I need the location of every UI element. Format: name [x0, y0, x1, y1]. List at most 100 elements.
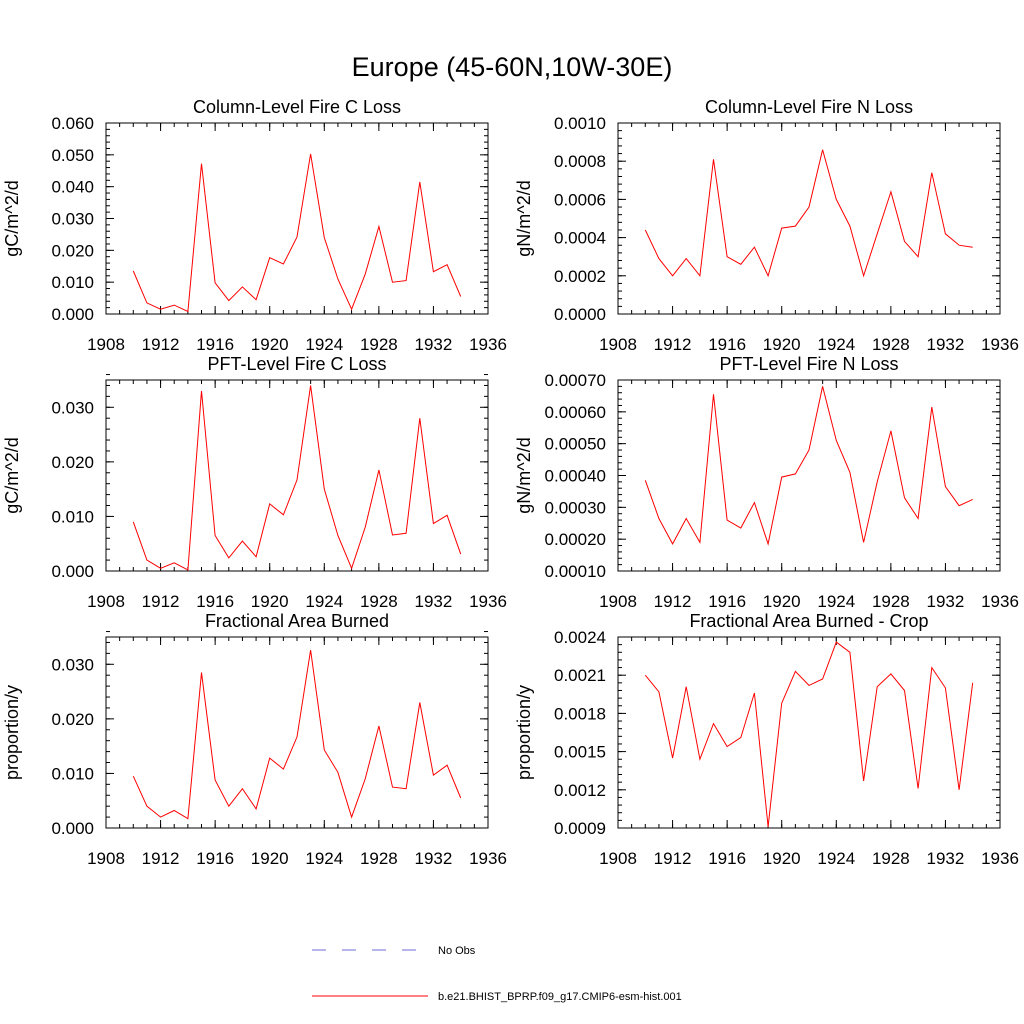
x-tick-label: 1916 [708, 592, 746, 611]
x-tick-label: 1920 [251, 335, 289, 354]
x-tick-label: 1916 [196, 849, 234, 868]
y-tick-label: 0.0009 [554, 819, 606, 838]
panel-title: PFT-Level Fire C Loss [207, 354, 386, 374]
chart-panel-5: Fractional Area Burned proportion/y 1908 19… [2, 611, 507, 868]
series-line [644, 386, 973, 546]
plot-frame [617, 122, 1001, 315]
y-axis-label: proportion/y [2, 685, 22, 780]
y-tick-label: 0.030 [51, 398, 94, 417]
x-tick-label: 1932 [415, 335, 453, 354]
y-tick-label: 0.010 [51, 507, 94, 526]
x-tick-label: 1912 [142, 335, 180, 354]
y-tick-label: 0.0015 [554, 743, 606, 762]
x-tick-label: 1924 [305, 592, 343, 611]
x-tick-label: 1920 [251, 849, 289, 868]
x-tick-label: 1912 [142, 592, 180, 611]
y-tick-label: 0.000 [51, 305, 94, 324]
chart-panel-3: PFT-Level Fire C Loss gC/m^2/d 1908 1912 191… [2, 354, 507, 611]
x-tick-label: 1908 [87, 592, 125, 611]
x-tick-label: 1924 [305, 335, 343, 354]
y-tick-label: 0.000 [51, 562, 94, 581]
legend-item-2: b.e21.BHIST_BPRP.f09_g17.CMIP6-esm-hist.… [312, 991, 682, 1003]
y-tick-label: 0.0012 [554, 781, 606, 800]
x-tick-label: 1924 [817, 849, 855, 868]
y-tick-label: 0.010 [51, 764, 94, 783]
x-tick-label: 1928 [872, 335, 910, 354]
series-line [132, 153, 462, 313]
x-tick-label: 1928 [360, 592, 398, 611]
plot-frame [105, 379, 489, 572]
y-tick-label: 0.00010 [545, 562, 606, 581]
x-tick-label: 1920 [763, 849, 801, 868]
x-tick-label: 1928 [872, 592, 910, 611]
panel-title: Fractional Area Burned [205, 611, 389, 631]
y-tick-label: 0.0004 [554, 229, 606, 248]
x-tick-label: 1932 [927, 849, 965, 868]
y-tick-label: 0.020 [51, 241, 94, 260]
y-tick-label: 0.0024 [554, 628, 606, 647]
x-tick-label: 1924 [305, 849, 343, 868]
x-tick-label: 1916 [708, 849, 746, 868]
plot-frame [105, 636, 489, 829]
panel-title: Column-Level Fire N Loss [705, 97, 913, 117]
x-tick-label: 1920 [763, 592, 801, 611]
plot-frame [105, 122, 489, 315]
x-tick-label: 1936 [469, 849, 507, 868]
panels: Column-Level Fire C Loss gC/m^2/d 1908 1912… [2, 97, 1019, 868]
chart-panel-6: Fractional Area Burned - Crop proportion/… [514, 611, 1019, 868]
series-line [644, 149, 973, 278]
plot-frame [617, 636, 1001, 829]
y-tick-label: 0.00070 [545, 371, 606, 390]
series-line [132, 385, 462, 571]
y-tick-label: 0.0021 [554, 666, 606, 685]
x-tick-label: 1928 [872, 849, 910, 868]
x-tick-label: 1936 [469, 335, 507, 354]
y-axis-label: gC/m^2/d [2, 180, 22, 256]
figure-title: Europe (45-60N,10W-30E) [352, 52, 673, 82]
chart-panel-1: Column-Level Fire C Loss gC/m^2/d 1908 1912… [2, 97, 507, 354]
x-tick-label: 1908 [599, 335, 637, 354]
x-tick-label: 1916 [196, 335, 234, 354]
x-tick-label: 1908 [599, 592, 637, 611]
x-tick-label: 1912 [654, 592, 692, 611]
y-tick-label: 0.0000 [554, 305, 606, 324]
legend-label: No Obs [438, 945, 476, 957]
y-tick-label: 0.020 [51, 453, 94, 472]
x-tick-label: 1932 [415, 849, 453, 868]
y-tick-label: 0.0002 [554, 267, 606, 286]
x-tick-label: 1932 [927, 335, 965, 354]
x-tick-label: 1936 [981, 592, 1019, 611]
y-tick-label: 0.050 [51, 146, 94, 165]
x-tick-label: 1928 [360, 335, 398, 354]
x-tick-label: 1912 [142, 849, 180, 868]
x-tick-label: 1936 [469, 592, 507, 611]
y-axis-label: proportion/y [514, 685, 534, 780]
y-tick-label: 0.0018 [554, 704, 606, 723]
y-tick-label: 0.0008 [554, 152, 606, 171]
y-tick-label: 0.030 [51, 210, 94, 229]
y-tick-label: 0.040 [51, 178, 94, 197]
x-tick-label: 1908 [87, 849, 125, 868]
x-tick-label: 1936 [981, 335, 1019, 354]
y-tick-label: 0.00050 [545, 435, 606, 454]
y-tick-label: 0.010 [51, 273, 94, 292]
panel-title: Fractional Area Burned - Crop [689, 611, 928, 631]
chart-panel-2: Column-Level Fire N Loss gN/m^2/d 1908 1912… [514, 97, 1019, 354]
y-axis-label: gN/m^2/d [514, 437, 534, 513]
chart-panel-4: PFT-Level Fire N Loss gN/m^2/d 1908 1912 191… [514, 354, 1019, 611]
series-line [644, 641, 974, 827]
y-tick-label: 0.00040 [545, 467, 606, 486]
x-tick-label: 1924 [817, 592, 855, 611]
x-tick-label: 1920 [763, 335, 801, 354]
legend: No Obs b.e21.BHIST_BPRP.f09_g17.CMIP6-esm… [312, 945, 682, 1003]
x-tick-label: 1916 [708, 335, 746, 354]
panel-title: Column-Level Fire C Loss [193, 97, 401, 117]
x-tick-label: 1936 [981, 849, 1019, 868]
panel-title: PFT-Level Fire N Loss [719, 354, 898, 374]
y-tick-label: 0.060 [51, 114, 94, 133]
x-tick-label: 1912 [654, 849, 692, 868]
x-tick-label: 1908 [599, 849, 637, 868]
y-tick-label: 0.00020 [545, 530, 606, 549]
x-tick-label: 1932 [415, 592, 453, 611]
